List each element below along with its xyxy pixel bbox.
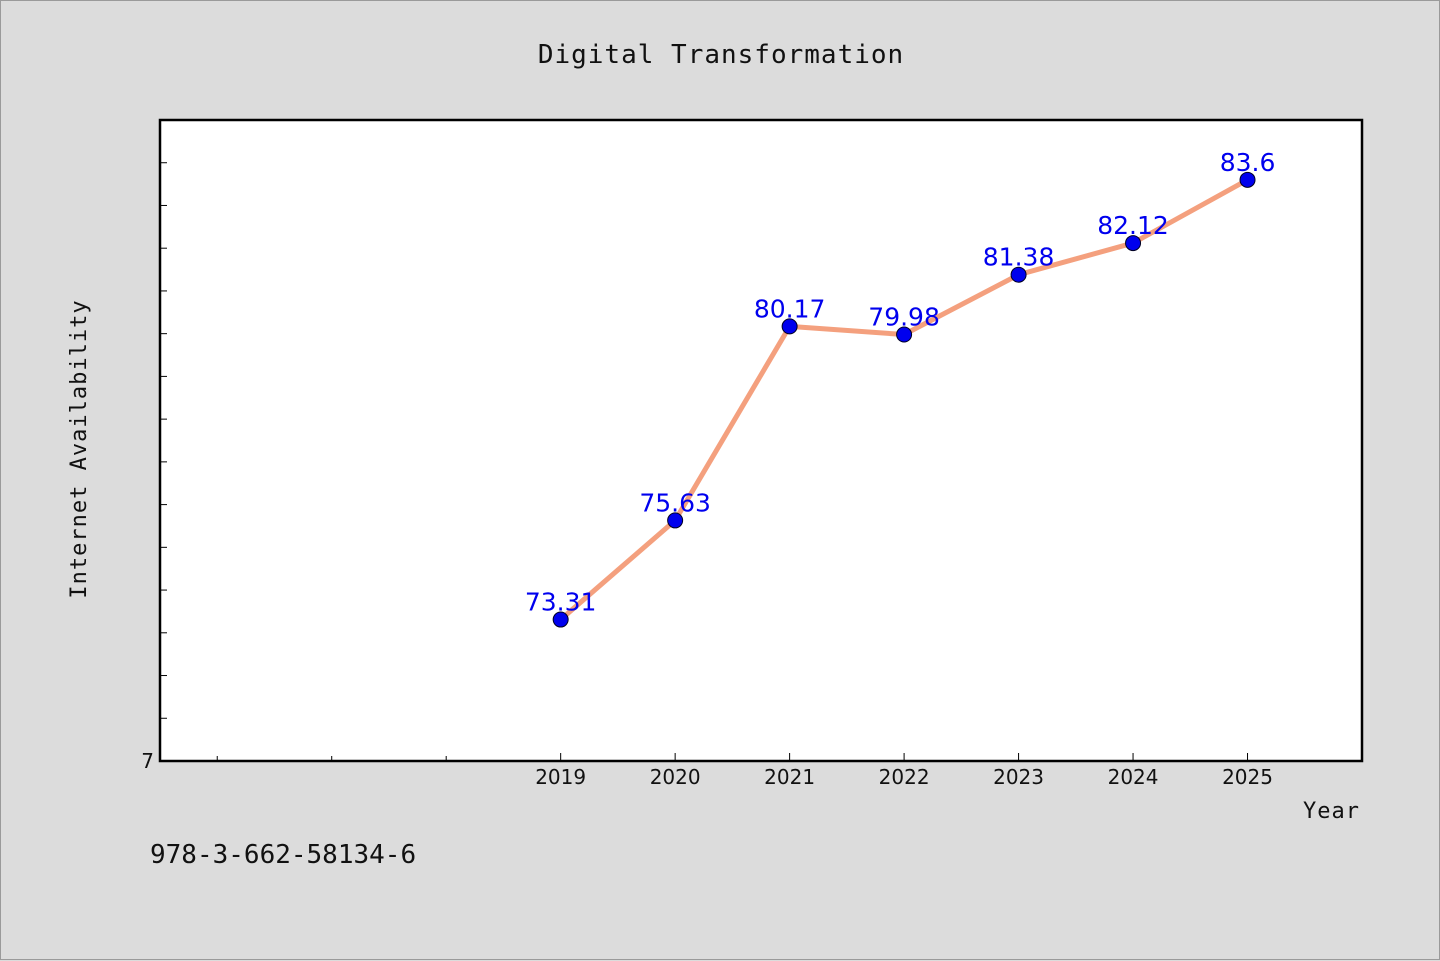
data-point <box>1239 171 1256 188</box>
x-tick-label: 2019 <box>535 765 586 789</box>
x-tick-label: 2022 <box>879 765 930 789</box>
data-point <box>1125 235 1142 252</box>
data-point <box>896 326 913 343</box>
footnote-text: 978-3-662-58134-6 <box>150 840 416 870</box>
x-tick-label: 2025 <box>1222 765 1273 789</box>
data-point <box>667 512 684 529</box>
y-axis-label: Internet Availability <box>67 299 92 598</box>
x-tick-label: 2020 <box>650 765 701 789</box>
x-tick-label: 2023 <box>993 765 1044 789</box>
x-axis-ticks: 2019 2020 2021 2022 2023 2024 2025 <box>535 753 1273 789</box>
y-axis-ticks <box>160 162 167 719</box>
data-point <box>552 611 569 628</box>
data-point <box>1010 266 1027 283</box>
x-axis-minor-ticks <box>216 756 447 761</box>
data-point <box>781 318 798 335</box>
chart-title: Digital Transformation <box>538 40 904 70</box>
x-tick-label: 2021 <box>764 765 815 789</box>
y-origin-label: 7 <box>141 749 154 773</box>
x-axis-label: Year <box>1303 799 1360 824</box>
x-tick-label: 2024 <box>1108 765 1159 789</box>
